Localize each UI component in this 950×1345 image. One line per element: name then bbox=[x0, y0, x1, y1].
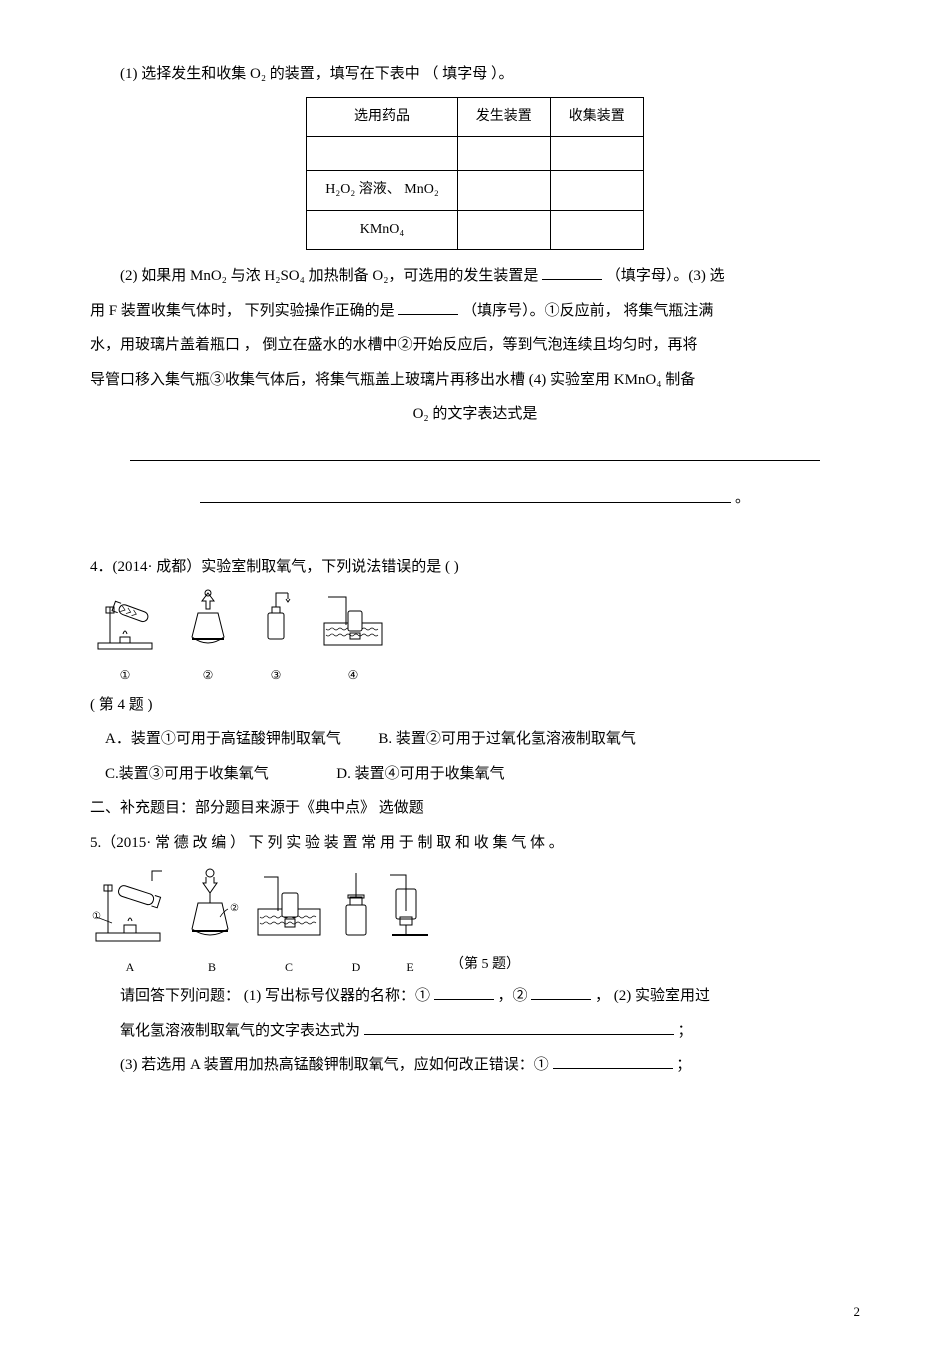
blank[interactable] bbox=[434, 984, 494, 1001]
fig-E: E bbox=[388, 865, 432, 978]
q4-stem: 4．(2014· 成都）实验室制取氧气，下列说法错误的是 ( ) bbox=[90, 553, 860, 582]
q4-optsCD: C.装置③可用于收集氧气 D. 装置④可用于收集氧气 bbox=[90, 760, 860, 789]
text: 氧化氢溶液制取氧气的文字表达式为 bbox=[120, 1023, 364, 1039]
fig-B: ② B bbox=[182, 865, 242, 978]
fig-A: ① A bbox=[90, 865, 170, 978]
cell bbox=[457, 171, 550, 211]
q1-line2: (2) 如果用 MnO₂ 与浓 H₂SO₄ 加热制备 O₂，可选用的发生装置是 … bbox=[90, 262, 860, 291]
cell bbox=[307, 137, 457, 171]
fig-C: C bbox=[254, 865, 324, 978]
fig-4: ④ bbox=[318, 589, 388, 686]
cell bbox=[550, 210, 643, 250]
q5-stem-text: 5.（2015· 常 德 改 编 ） 下 列 实 验 装 置 常 用 于 制 取… bbox=[90, 835, 564, 851]
fig-2: ② bbox=[182, 589, 234, 686]
fig-label-A: A bbox=[90, 956, 170, 979]
q5-c: (3) 若选用 A 装置用加热高锰酸钾制取氧气，应如何改正错误：① ； bbox=[90, 1051, 860, 1080]
q1-line6: O₂ 的文字表达式是 bbox=[90, 400, 860, 429]
cell bbox=[550, 137, 643, 171]
th-coll: 收集装置 bbox=[550, 97, 643, 137]
fig-1: ① bbox=[90, 589, 160, 686]
text: ； bbox=[676, 1057, 691, 1073]
blank-line[interactable] bbox=[200, 481, 731, 503]
text: ； bbox=[678, 1023, 693, 1039]
fig-label-D: D bbox=[336, 956, 376, 979]
q1-line4: 水，用玻璃片盖着瓶口 ， 倒立在盛水的水槽中②开始反应后，等到气泡连续且均匀时，… bbox=[90, 331, 860, 360]
text: 用 F 装置收集气体时， 下列实验操作正确的是 bbox=[90, 303, 398, 319]
text: （填序号）。①反应前， 将集气瓶注满 bbox=[462, 303, 713, 319]
text: ， (2) 实验室用过 bbox=[595, 988, 710, 1004]
blank[interactable] bbox=[364, 1018, 674, 1035]
svg-text:①: ① bbox=[92, 911, 101, 922]
text: ，② bbox=[498, 988, 528, 1004]
blank[interactable] bbox=[398, 298, 458, 315]
section-2: 二、补充题目：部分题目来源于《典中点》 选做题 bbox=[90, 794, 860, 823]
svg-text:②: ② bbox=[230, 903, 239, 914]
cell bbox=[457, 210, 550, 250]
page-number: 2 bbox=[854, 1300, 861, 1325]
optC: C.装置③可用于收集氧气 bbox=[105, 766, 269, 782]
q5-stem: 5.（2015· 常 德 改 编 ） 下 列 实 验 装 置 常 用 于 制 取… bbox=[90, 829, 860, 858]
text: （填字母）。(3) 选 bbox=[606, 268, 725, 284]
cell: H₂O₂ 溶液、 MnO₂ bbox=[307, 171, 457, 211]
optB: B. 装置②可用于过氧化氢溶液制取氧气 bbox=[378, 731, 636, 747]
text: (3) 若选用 A 装置用加热高锰酸钾制取氧气，应如何改正错误：① bbox=[120, 1057, 553, 1073]
reagent-table: 选用药品 发生装置 收集装置 H₂O₂ 溶液、 MnO₂ KMnO₄ bbox=[306, 97, 643, 251]
q1-line3: 用 F 装置收集气体时， 下列实验操作正确的是 （填序号）。①反应前， 将集气瓶… bbox=[90, 297, 860, 326]
fig-D: D bbox=[336, 865, 376, 978]
blank[interactable] bbox=[531, 984, 591, 1001]
blank[interactable] bbox=[542, 264, 602, 281]
fig-label-B: B bbox=[182, 956, 242, 979]
fig-label-E: E bbox=[388, 956, 432, 979]
q1-line1: (1) 选择发生和收集 O₂ 的装置，填写在下表中 （ 填字母 ）。 bbox=[90, 60, 860, 89]
q4-caption: ( 第 4 题 ) bbox=[90, 691, 860, 720]
text: (2) 如果用 MnO₂ 与浓 H₂SO₄ 加热制备 O₂，可选用的发生装置是 bbox=[120, 268, 542, 284]
table-row bbox=[307, 137, 643, 171]
q5-b: 氧化氢溶液制取氧气的文字表达式为 ； bbox=[90, 1017, 860, 1046]
th-gen: 发生装置 bbox=[457, 97, 550, 137]
th-reagent: 选用药品 bbox=[307, 97, 457, 137]
period: 。 bbox=[735, 484, 750, 513]
q5-caption: （第 5 题） bbox=[450, 952, 520, 979]
fig-label-1: ① bbox=[90, 664, 160, 687]
table-row: H₂O₂ 溶液、 MnO₂ bbox=[307, 171, 643, 211]
blank-line[interactable] bbox=[130, 439, 820, 461]
q5-figures: ① A ② B C bbox=[90, 865, 860, 978]
text: 请回答下列问题： (1) 写出标号仪器的名称：① bbox=[120, 988, 434, 1004]
optD: D. 装置④可用于收集氧气 bbox=[336, 766, 504, 782]
q4-optsAB: A．装置①可用于高锰酸钾制取氧气 B. 装置②可用于过氧化氢溶液制取氧气 bbox=[90, 725, 860, 754]
q5-a: 请回答下列问题： (1) 写出标号仪器的名称：① ，② ， (2) 实验室用过 bbox=[90, 982, 860, 1011]
q4-figures: ① ② ③ ④ bbox=[90, 589, 860, 686]
table-row: KMnO₄ bbox=[307, 210, 643, 250]
table-row: 选用药品 发生装置 收集装置 bbox=[307, 97, 643, 137]
q1-line5: 导管口移入集气瓶③收集气体后，将集气瓶盖上玻璃片再移出水槽 (4) 实验室用 K… bbox=[90, 366, 860, 395]
optA: A．装置①可用于高锰酸钾制取氧气 bbox=[105, 731, 341, 747]
cell bbox=[457, 137, 550, 171]
fig-label-3: ③ bbox=[256, 664, 296, 687]
fig-label-C: C bbox=[254, 956, 324, 979]
fig-label-2: ② bbox=[182, 664, 234, 687]
blank[interactable] bbox=[553, 1053, 673, 1070]
cell: KMnO₄ bbox=[307, 210, 457, 250]
fig-3: ③ bbox=[256, 589, 296, 686]
fig-label-4: ④ bbox=[318, 664, 388, 687]
cell bbox=[550, 171, 643, 211]
